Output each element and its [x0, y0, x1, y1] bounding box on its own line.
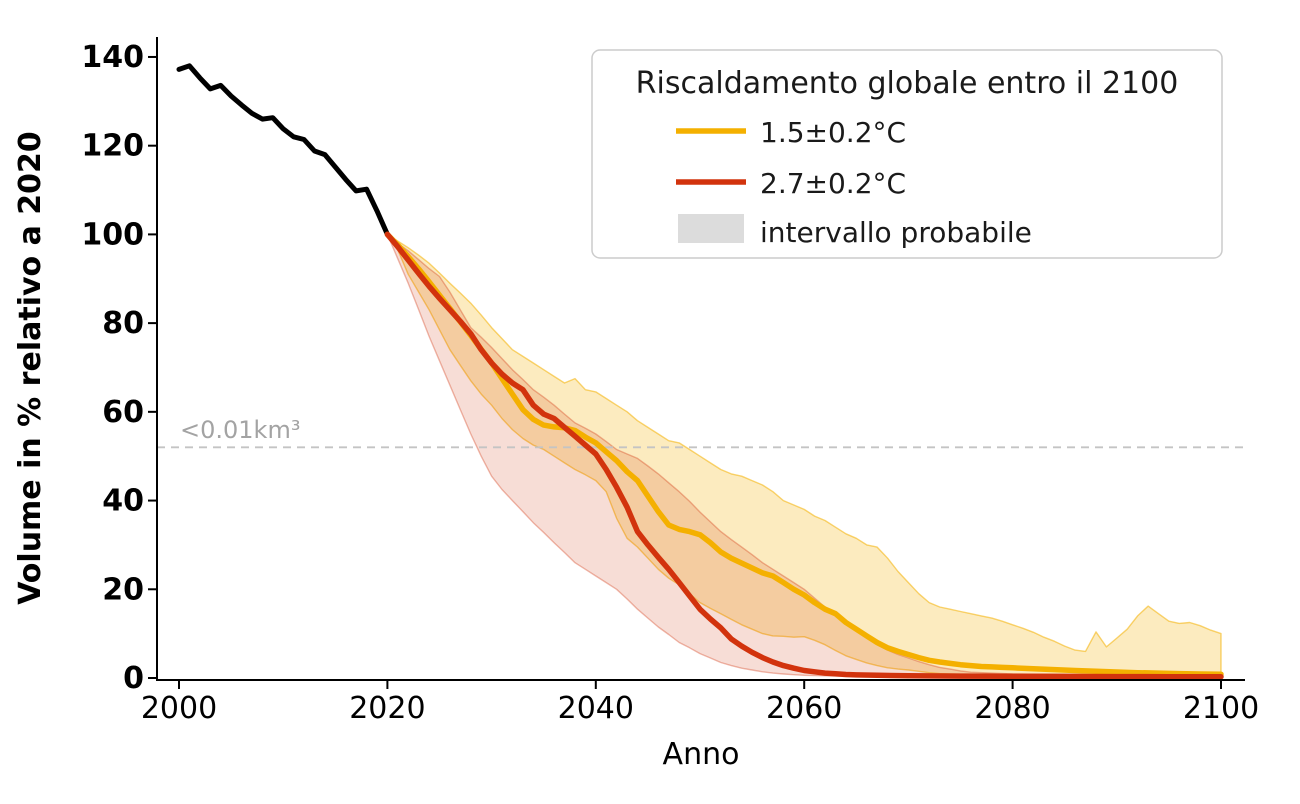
- series-scenario-2-7: [384, 231, 1224, 680]
- y-tick-label: 140: [81, 40, 144, 75]
- series-storico: [176, 63, 390, 237]
- data-lines: [176, 63, 1224, 680]
- y-tick-label: 40: [102, 484, 144, 519]
- x-tick-label: 2060: [766, 691, 842, 726]
- x-tick-label: 2020: [349, 691, 425, 726]
- x-tick-label: 2100: [1183, 691, 1259, 726]
- band-1-5: [386, 233, 1222, 677]
- legend-label-range: intervallo probabile: [760, 216, 1032, 249]
- legend-label-2-7: 2.7±0.2°C: [760, 167, 906, 200]
- y-tick-label: 120: [81, 129, 144, 164]
- series-scenario-1-5: [384, 231, 1224, 677]
- y-tick-label: 0: [123, 661, 144, 696]
- legend: Riscaldamento globale entro il 2100 1.5±…: [591, 49, 1223, 259]
- legend-label-1-5: 1.5±0.2°C: [760, 116, 906, 149]
- y-tick-label: 60: [102, 395, 144, 430]
- uncertainty-bands: [386, 233, 1222, 678]
- y-tick-label: 80: [102, 306, 144, 341]
- threshold-group: <0.01km³: [157, 416, 1243, 449]
- threshold-label: <0.01km³: [180, 416, 300, 444]
- y-axis-title: Volume in % relativo a 2020: [13, 131, 48, 605]
- legend-title: Riscaldamento globale entro il 2100: [636, 66, 1179, 101]
- x-tick-label: 2080: [974, 691, 1050, 726]
- x-tick-label: 2000: [141, 691, 217, 726]
- axes: 2000 2020 2040 2060 2080 21000204060801001201…: [81, 37, 1259, 726]
- x-axis-title: Anno: [663, 737, 740, 772]
- y-tick-label: 100: [81, 217, 144, 252]
- y-tick-label: 20: [102, 572, 144, 607]
- legend-box: [591, 49, 1223, 259]
- legend-swatch-range-patch: [678, 214, 744, 243]
- band-2-7: [386, 233, 1222, 678]
- x-tick-label: 2040: [558, 691, 634, 726]
